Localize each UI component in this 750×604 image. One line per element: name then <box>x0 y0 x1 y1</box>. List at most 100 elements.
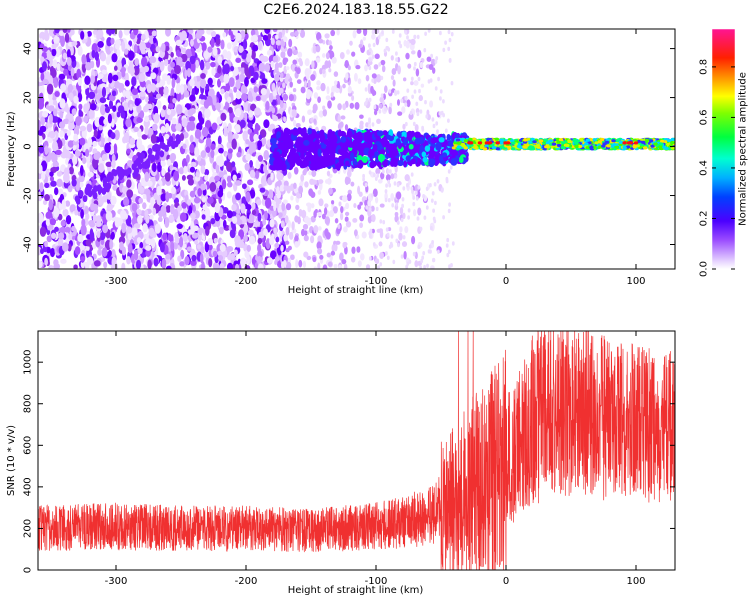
spectrogram-cell <box>53 259 59 266</box>
spectrogram-cell <box>64 32 70 43</box>
spectrogram-cell <box>302 127 307 136</box>
spectrogram-cell <box>229 229 236 239</box>
spectrogram-cell <box>145 238 152 245</box>
spectrogram-cell <box>306 202 312 207</box>
spectrogram-cell <box>242 130 248 142</box>
spectrogram-cell <box>189 55 196 65</box>
spectrogram-cell <box>332 206 338 214</box>
spectrogram-cell <box>217 55 223 65</box>
spectrogram-cell <box>435 142 442 151</box>
spectrogram-cell <box>245 191 251 203</box>
spectrogram-cell <box>437 76 440 82</box>
spectrogram-cell <box>379 219 383 224</box>
spectrogram-cell <box>249 159 253 168</box>
spectrogram-cell <box>59 130 65 138</box>
spectrogram-cell <box>369 228 373 233</box>
spectrogram-cell <box>262 241 267 248</box>
spectrogram-cell <box>160 109 166 118</box>
spectrogram-cell <box>208 257 213 268</box>
spectrogram-cell <box>390 55 394 61</box>
spectrogram-cell <box>53 36 60 44</box>
spectrogram-cell <box>38 48 43 55</box>
spectrogram-cell <box>362 29 368 37</box>
spectrogram-cell <box>226 181 233 188</box>
spectrogram-cell <box>59 110 64 120</box>
spectrogram-cell <box>205 146 211 154</box>
spectrogram-cell <box>267 126 273 132</box>
spectrogram-cell <box>257 243 262 253</box>
spectrogram-cell <box>414 190 418 196</box>
spectrogram-cell <box>248 110 254 118</box>
spectrogram-cell <box>448 58 452 63</box>
spectrogram-cell <box>364 101 367 107</box>
spectrogram-cell <box>296 79 302 84</box>
spectrogram-cell <box>266 257 273 264</box>
spectrogram-cell <box>300 228 306 237</box>
spectrogram-cell <box>50 180 57 187</box>
spectrogram-cell <box>60 258 67 264</box>
spectrogram-cell <box>129 137 136 146</box>
spectrogram-cell <box>442 152 448 158</box>
spectrogram-cell <box>210 30 217 38</box>
spectrogram-cell <box>187 109 194 117</box>
spectrogram-cell <box>387 169 390 174</box>
spectrogram-cell <box>407 215 410 220</box>
spectrogram-cell <box>310 203 315 209</box>
spectrogram-cell <box>434 59 438 64</box>
spectrogram-cell <box>351 95 355 101</box>
spectrogram-cell <box>232 133 239 140</box>
spectrogram-cell <box>429 183 432 188</box>
spectrogram-cell <box>48 105 55 112</box>
spectrogram-cell <box>435 121 439 126</box>
spectrogram-cell <box>124 48 129 55</box>
spectrogram-cell <box>57 139 63 149</box>
spectrogram-cell <box>60 219 66 227</box>
spectrogram-cell <box>183 90 190 98</box>
spectrogram-cell <box>406 183 409 188</box>
spectrogram-cell <box>121 262 126 269</box>
spectrogram-cell <box>416 34 420 40</box>
spectrogram-cell <box>51 140 58 152</box>
spectrogram-cell <box>89 75 96 84</box>
spectrogram-cell <box>200 150 207 159</box>
spectrogram-cell <box>283 36 288 43</box>
spectrogram-cell <box>313 92 319 99</box>
spectrogram-cell <box>274 73 280 82</box>
spectrogram-cell <box>376 130 384 137</box>
spectrogram-cell <box>200 245 205 254</box>
spectrogram-cell <box>213 237 218 244</box>
spectrogram-cell <box>104 106 111 114</box>
spectrogram-cell <box>294 215 299 223</box>
spectrogram-cell <box>270 233 275 242</box>
spectrogram-cell <box>81 54 87 65</box>
spectrogram-cell <box>194 129 202 139</box>
spectrogram-cell <box>44 257 48 266</box>
spectrogram-cell <box>136 138 143 150</box>
spectrogram-cell <box>98 125 103 131</box>
spectrogram-cell <box>189 134 194 143</box>
spectrogram-cell <box>95 221 102 227</box>
spectrogram-cell <box>349 102 355 109</box>
spectrogram-cell <box>83 115 89 124</box>
spectrogram-cell <box>303 139 310 146</box>
spectrogram-cell <box>126 256 131 265</box>
spectrogram-cell <box>390 75 395 81</box>
spectrogram-cell <box>397 242 400 248</box>
spectrogram-cell <box>378 153 385 162</box>
spectrogram-cell <box>331 200 335 205</box>
spectrogram-cell <box>402 235 406 240</box>
spectrogram-cell <box>101 86 107 98</box>
spectrogram-cell <box>159 141 165 149</box>
spectrogram-cell <box>226 210 233 219</box>
spectrogram-cell <box>408 143 414 150</box>
spectrogram-cell <box>92 191 98 199</box>
spectrogram-cell <box>58 121 66 129</box>
spectrogram-cell <box>201 261 205 269</box>
spectrogram-cell <box>381 30 384 35</box>
spectrogram-cell <box>217 135 222 145</box>
spectrogram-cell <box>85 212 90 221</box>
spectrogram-cell <box>42 61 47 72</box>
spectrogram-cell <box>404 95 408 101</box>
spectrogram-cell <box>74 150 81 157</box>
spectrogram-cell <box>222 219 227 229</box>
